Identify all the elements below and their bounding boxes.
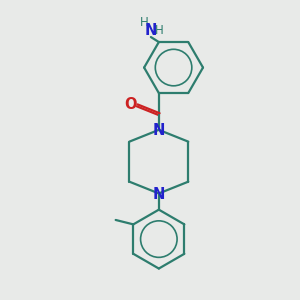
Text: H: H — [140, 16, 148, 29]
Text: N: N — [153, 123, 165, 138]
Text: N: N — [145, 23, 157, 38]
Text: N: N — [153, 187, 165, 202]
Text: O: O — [124, 97, 136, 112]
Text: H: H — [154, 24, 163, 37]
